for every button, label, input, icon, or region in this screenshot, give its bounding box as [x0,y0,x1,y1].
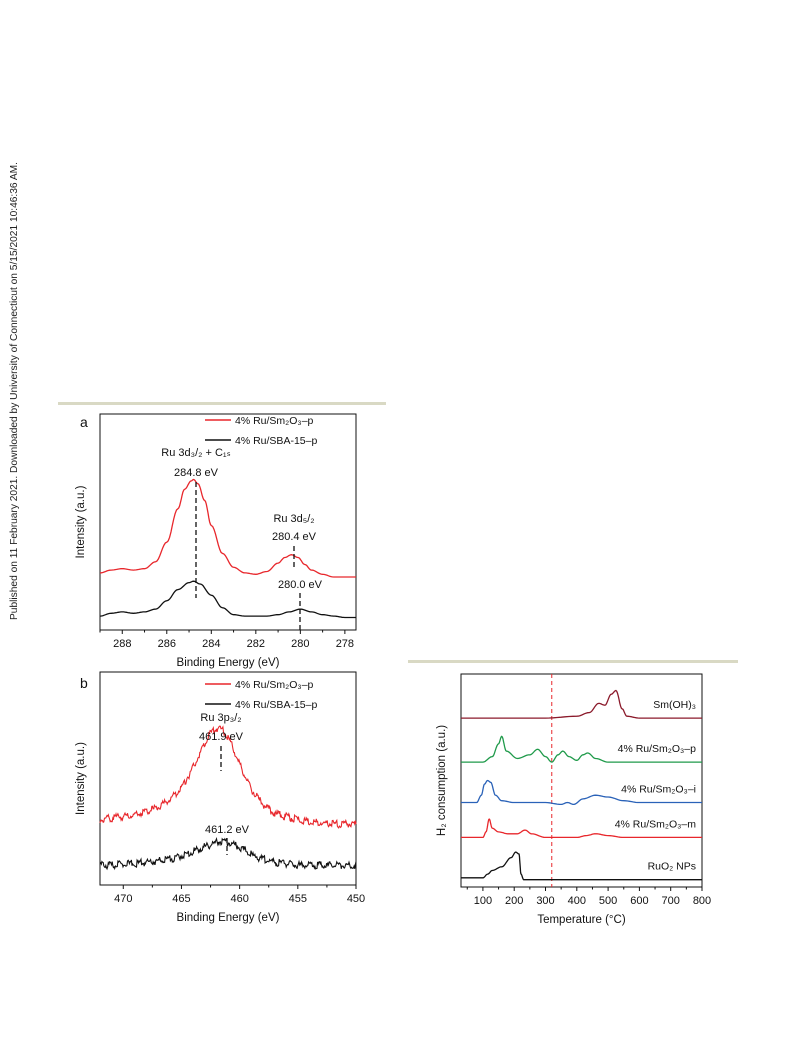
series-label-3: 4% Ru/Sm₂O₃–m [615,818,697,830]
x-tick-label: 455 [289,893,307,905]
annotation-label-1: Ru 3d₅/₂ [273,513,314,525]
x-tick-label: 460 [230,893,248,905]
side-note: Published on 11 February 2021. Downloade… [0,0,24,1039]
x-tick-label: 200 [505,895,523,907]
annotation-value-1: 280.4 eV [272,531,317,543]
x-axis-label: Temperature (°C) [537,914,625,926]
series-line-3 [461,818,702,839]
x-tick-label: 282 [247,638,265,650]
x-tick-label: 470 [114,893,132,905]
plot-frame [99,671,357,886]
series-line-2 [461,779,702,806]
x-tick-label: 500 [599,895,617,907]
series-line-1 [99,836,357,871]
plot-frame [99,413,357,631]
annotation-label-0: Ru 3d₃/₂ + C₁ₛ [161,447,230,459]
y-axis-label: H₂ consumption (a.u.) [436,725,448,836]
top-left-divider [58,402,386,405]
annotation-value-0: 284.8 eV [174,467,219,479]
series-line-4 [461,851,702,881]
panel-a: a 288 286 284 282 280 278 Binding Energy (eV) In… [75,413,357,669]
x-tick-label: 600 [630,895,648,907]
series-label-2: 4% Ru/Sm₂O₃–i [621,784,696,796]
legend-label-1: 4% Ru/SBA-15–p [235,435,317,447]
x-tick-label: 288 [113,638,131,650]
series-label-1: 4% Ru/Sm₂O₃–p [618,743,697,755]
legend-label-1: 4% Ru/SBA-15–p [235,699,317,711]
panel-letter: a [80,414,88,430]
annotation-value-1: 461.2 eV [205,824,250,836]
x-tick-label: 700 [662,895,680,907]
legend-label-0: 4% Ru/Sm₂O₃–p [235,679,314,691]
publication-note: Published on 11 February 2021. Downloade… [9,162,20,620]
series-line-1 [99,580,356,619]
series-label-0: Sm(OH)₃ [653,699,696,711]
right-divider [408,660,738,663]
series-line-0 [461,689,702,719]
x-tick-label: 300 [536,895,554,907]
panel-b: b 470 465 460 455 450 Binding Energy (eV) Inten… [75,671,365,924]
x-axis-label: Binding Energy (eV) [177,912,280,924]
legend-label-0: 4% Ru/Sm₂O₃–p [235,415,314,427]
x-tick-label: 100 [474,895,492,907]
panel-letter: b [80,675,88,691]
series-line-1 [461,735,702,763]
series-line-0 [99,478,356,578]
y-axis-label: Intensity (a.u.) [75,485,87,558]
annotation-value-2: 280.0 eV [278,579,323,591]
x-tick-label: 465 [172,893,190,905]
panel-c: 100 200 300 400 500 600 700 800 Temperature (°C)… [436,673,711,926]
annotation-value-0: 461.9 eV [199,731,244,743]
series-line-0 [99,725,357,829]
series-label-4: RuO₂ NPs [648,861,696,873]
x-tick-label: 400 [568,895,586,907]
annotation-label-0: Ru 3p₃/₂ [200,712,241,724]
x-tick-label: 284 [202,638,220,650]
y-axis-label: Intensity (a.u.) [75,742,87,815]
x-tick-label: 278 [336,638,354,650]
x-tick-label: 280 [291,638,309,650]
x-tick-label: 450 [347,893,365,905]
x-axis-label: Binding Energy (eV) [177,657,280,669]
x-tick-label: 286 [158,638,176,650]
x-tick-label: 800 [693,895,711,907]
plot-frame [460,673,703,888]
